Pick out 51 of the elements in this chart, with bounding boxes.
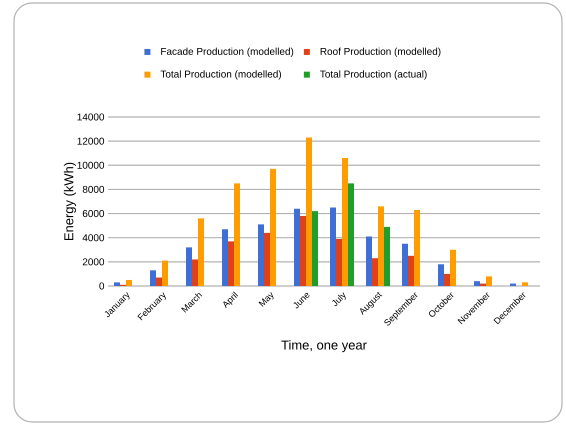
bar — [198, 218, 204, 286]
bar — [342, 158, 348, 286]
bar — [372, 258, 378, 286]
y-axis-title: Energy (kWh) — [64, 162, 76, 240]
bar — [486, 276, 492, 286]
bar — [228, 241, 234, 286]
bar — [414, 210, 420, 286]
y-tick-label: 0 — [99, 282, 104, 290]
bar — [156, 278, 162, 286]
bar — [294, 208, 300, 286]
y-tick-label: 14000 — [78, 113, 104, 121]
bar — [408, 256, 414, 286]
bar — [384, 226, 390, 286]
y-tick-label: 2000 — [82, 258, 104, 266]
bar — [222, 229, 228, 286]
bar — [444, 274, 450, 286]
bar — [186, 247, 192, 286]
bar — [270, 168, 276, 286]
bar — [336, 238, 342, 286]
bar — [312, 211, 318, 286]
legend-label: Facade Production (modelled) — [161, 48, 294, 57]
bar — [330, 208, 336, 286]
x-axis-title: Time, one year — [281, 340, 367, 352]
bar — [438, 264, 444, 286]
bar — [126, 280, 132, 286]
bar — [402, 244, 408, 286]
bar — [378, 206, 384, 286]
y-tick-label: 6000 — [82, 210, 104, 218]
y-tick-label: 4000 — [82, 234, 104, 242]
bar — [234, 183, 240, 286]
legend-label: Total Production (actual) — [320, 70, 427, 80]
bar — [264, 232, 270, 286]
bar — [366, 236, 372, 286]
bar — [114, 282, 120, 286]
bar — [162, 260, 168, 286]
x-tick-label: July — [332, 292, 346, 306]
bar — [300, 216, 306, 286]
bar — [258, 224, 264, 286]
bar — [192, 259, 198, 286]
bar — [150, 270, 156, 286]
bar — [306, 138, 312, 286]
bar — [450, 250, 456, 286]
y-tick-label: 8000 — [82, 186, 104, 193]
x-tick-label: May — [258, 292, 274, 307]
bar — [348, 183, 354, 286]
bar — [522, 282, 528, 286]
legend-label: Roof Production (modelled) — [320, 48, 440, 57]
y-tick-label: 12000 — [78, 138, 104, 145]
y-tick-label: 10000 — [78, 162, 104, 169]
bar — [474, 281, 480, 286]
legend-label: Total Production (modelled) — [160, 70, 282, 80]
